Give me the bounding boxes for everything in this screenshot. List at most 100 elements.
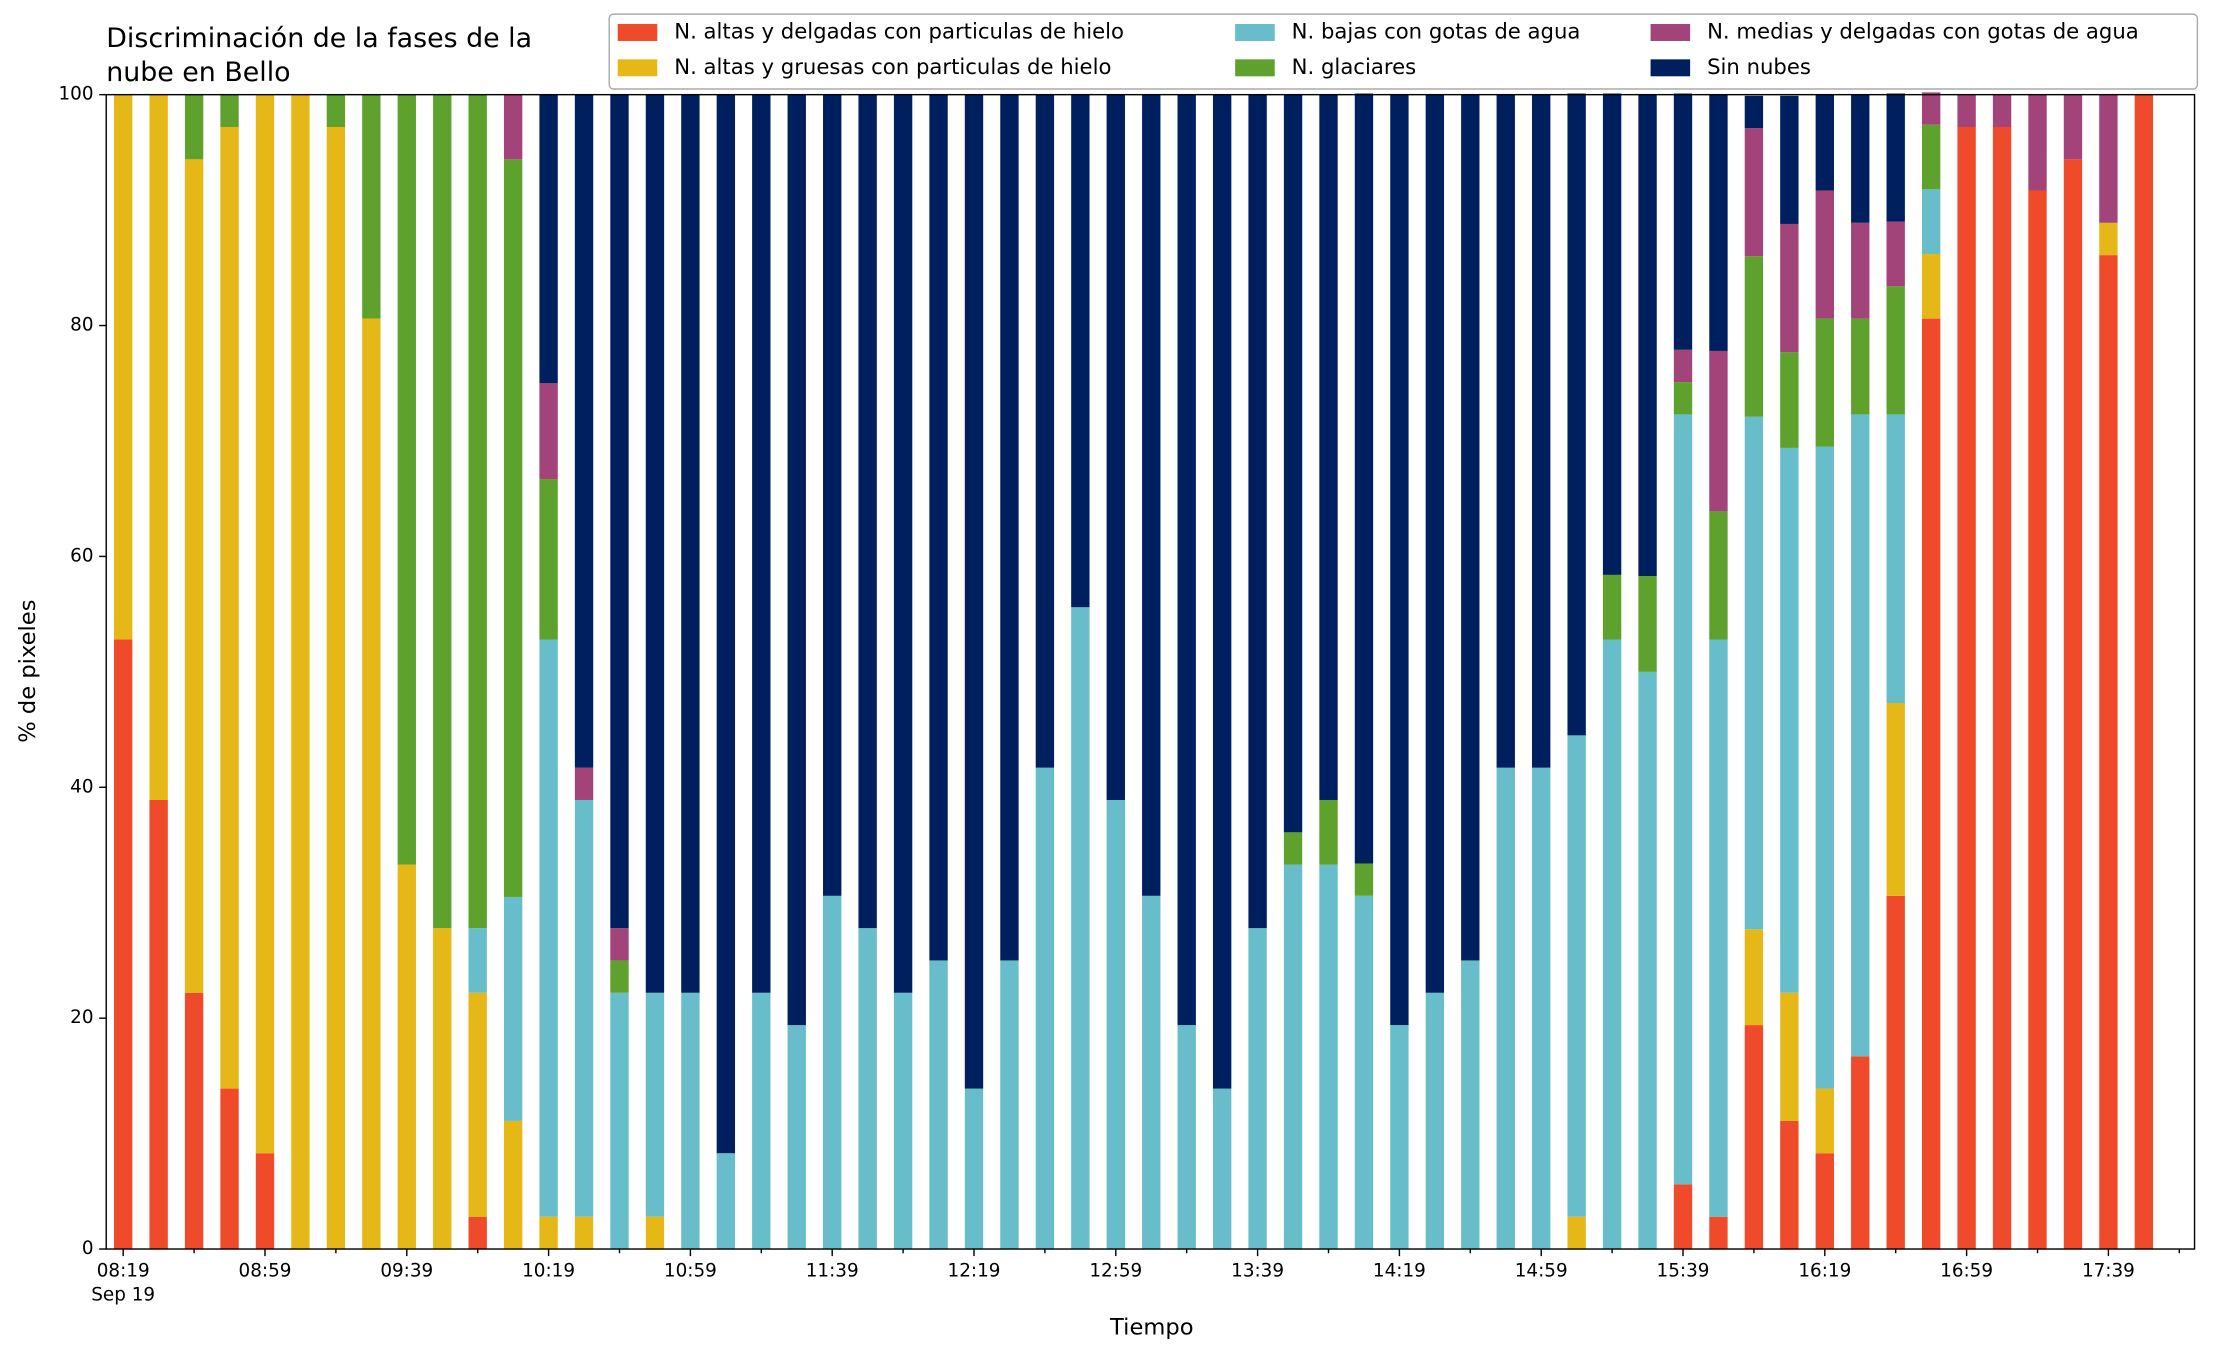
bar-segment <box>1248 928 1267 1250</box>
bar-segment <box>1780 95 1799 224</box>
bar-segment <box>823 895 842 1250</box>
bar-segment <box>1283 832 1303 865</box>
x-tick-label: 13:39 <box>1231 1261 1284 1282</box>
bar-segment <box>1425 94 1445 993</box>
y-tick-label: 60 <box>70 545 93 566</box>
x-tick-label: 11:39 <box>806 1261 859 1282</box>
x-tick-label: 17:39 <box>2082 1261 2135 1282</box>
bar-segment <box>1638 576 1657 672</box>
bar-segment <box>893 992 913 1250</box>
bar-segment <box>1354 895 1374 1250</box>
bar-segment <box>1744 128 1764 257</box>
bar-segment <box>1390 94 1409 1026</box>
bar-segment <box>1709 511 1728 640</box>
bar-segment <box>1496 767 1515 1250</box>
bar-segment <box>645 992 665 1217</box>
legend-label: Sin nubes <box>1707 54 1811 79</box>
x-tick-label: 09:39 <box>380 1261 433 1282</box>
bar-segment <box>433 94 452 929</box>
x-tick-label: 08:59 <box>239 1261 292 1282</box>
legend-label: N. bajas con gotas de agua <box>1292 18 1581 43</box>
x-tick-label: 08:19 <box>97 1261 150 1282</box>
bar-segment <box>1319 94 1338 800</box>
bar-segment <box>220 1088 239 1250</box>
bar-segment <box>1567 93 1586 736</box>
bar-segment <box>1142 94 1161 896</box>
bar-segment <box>1071 94 1090 608</box>
bar-segment <box>1283 864 1303 1250</box>
bar-segment <box>716 94 736 1154</box>
bar-segment <box>574 94 594 768</box>
bar-segment <box>610 94 629 929</box>
x-axis-label: Tiempo <box>1109 1315 1193 1341</box>
bar-segment <box>1815 446 1834 1089</box>
bar-segment <box>1390 1025 1409 1250</box>
bar-segment <box>1709 350 1728 512</box>
bar-segment <box>1957 126 1976 1250</box>
bar-segment <box>1780 447 1799 993</box>
x-tick-label: 14:19 <box>1373 1261 1426 1282</box>
legend-label: N. medias y delgadas con gotas de agua <box>1707 18 2139 43</box>
bar-segment <box>468 1216 487 1250</box>
bar-segment <box>1602 93 1622 575</box>
bar-segment <box>184 159 204 993</box>
bar-segment <box>1815 1088 1834 1154</box>
bar-segment <box>1709 639 1728 1217</box>
bar-segment <box>1177 94 1196 1026</box>
bar-segment <box>184 94 204 160</box>
bar-segment <box>823 94 842 896</box>
bar-segment <box>1602 639 1622 1250</box>
bar-segment <box>1851 222 1870 319</box>
legend-label: N. altas y gruesas con particulas de hie… <box>674 54 1111 79</box>
bar-segment <box>255 1153 275 1250</box>
bar-segment <box>681 992 700 1250</box>
bar-segment <box>858 94 877 929</box>
bar-segment <box>1354 863 1374 896</box>
chart-title: nube en Bello <box>106 57 290 88</box>
bar-segment <box>326 126 346 1250</box>
bar-segment <box>1425 992 1445 1250</box>
bar-segment <box>929 94 948 961</box>
bar-segment <box>1319 799 1338 865</box>
bar-segment <box>2063 159 2083 1250</box>
bar-segment <box>1744 416 1764 930</box>
x-tick-label: 12:59 <box>1089 1261 1142 1282</box>
bar-segment <box>2063 94 2083 160</box>
bar-segment <box>1744 1025 1764 1250</box>
bar-segment <box>1851 1056 1870 1250</box>
bar-segment <box>2028 94 2047 191</box>
bar-segment <box>1673 349 1693 383</box>
bar-segment <box>255 94 275 1154</box>
bar-segment <box>1921 318 1941 1250</box>
bar-segment <box>1921 189 1941 254</box>
bar-segment <box>2099 222 2118 256</box>
bar-segment <box>1744 95 1764 129</box>
bar-segment <box>326 94 346 127</box>
bar-segment <box>220 94 239 127</box>
legend-swatch <box>1235 59 1275 77</box>
bar-segment <box>1000 94 1019 961</box>
bar-segment <box>1815 190 1834 319</box>
chart-title: Discriminación de la fases de la <box>106 23 532 54</box>
bar-segment <box>1248 94 1267 929</box>
bar-segment <box>1957 94 1976 127</box>
bar-segment <box>397 864 416 1250</box>
bar-segment <box>1638 94 1657 577</box>
bar-segment <box>1992 126 2012 1250</box>
legend-swatch <box>617 59 658 77</box>
legend-swatch <box>1650 59 1691 77</box>
bar-segment <box>1461 960 1480 1250</box>
bar-segment <box>752 94 771 993</box>
bar-segment <box>893 94 913 993</box>
bar-segment <box>539 383 558 480</box>
bar-segment <box>1177 1025 1196 1250</box>
legend-label: N. altas y delgadas con particulas de hi… <box>674 18 1124 43</box>
bar-segment <box>1673 1184 1693 1250</box>
bar-segment <box>184 992 204 1250</box>
bar-segment <box>149 799 168 1250</box>
bar-segment <box>2134 94 2154 1250</box>
bar-segment <box>2099 255 2118 1250</box>
bar-segment <box>929 960 948 1250</box>
bar-segment <box>1851 414 1870 1057</box>
